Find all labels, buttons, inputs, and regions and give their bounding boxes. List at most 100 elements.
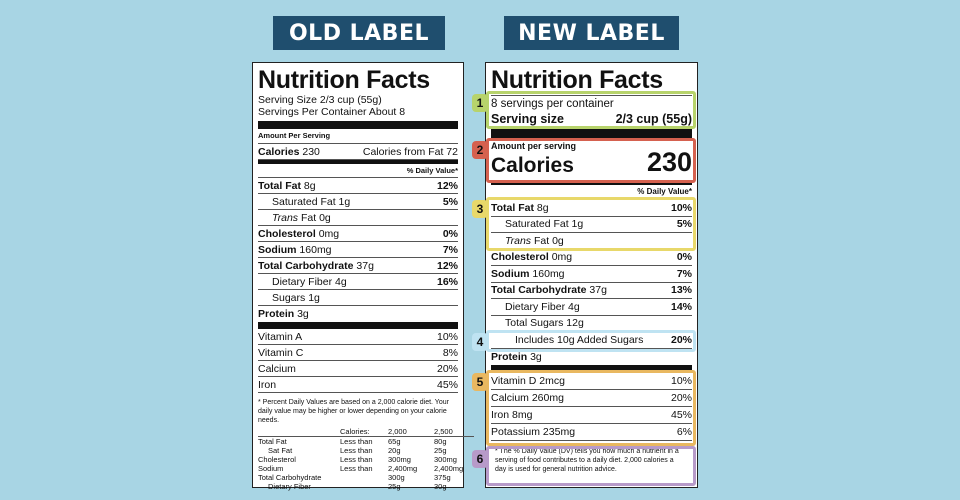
nutrient-amount: 0mg xyxy=(318,227,340,240)
new-serving-size-row: Serving size 2/3 cup (55g) xyxy=(491,111,692,127)
nutrient-amount: Fat 0g xyxy=(300,211,331,224)
nutrient-name-amount: Saturated Fat 1g xyxy=(491,218,583,230)
nutrient-amount: 1g xyxy=(308,291,320,304)
nutrient-amount: 160mg xyxy=(299,243,332,256)
nutrient-name-amount: Trans Fat 0g xyxy=(491,235,564,247)
callout-frame-6 xyxy=(486,446,696,486)
new-nutrient-row: Dietary Fiber 4g 14% xyxy=(491,299,692,316)
callout-number-4: 4 xyxy=(472,333,488,351)
vitamin-daily-value: 20% xyxy=(436,362,458,375)
nutrient-name-amount: Trans Fat 0g xyxy=(258,212,331,224)
old-nutrient-row: Sodium 160mg 7% xyxy=(258,242,458,258)
old-dv-header: % Daily Value* xyxy=(258,164,458,178)
nutrient-name-amount: Total Fat 8g xyxy=(258,180,316,192)
vitamin-daily-value: 45% xyxy=(436,378,458,391)
nutrient-daily-value: 12% xyxy=(436,179,458,192)
nutrient-name: Dietary Fiber xyxy=(505,300,566,313)
old-divider-thick-2 xyxy=(258,322,458,329)
new-label-title: Nutrition Facts xyxy=(491,66,663,94)
new-nutrient-row: Protein 3g xyxy=(491,349,692,366)
callout-number-3: 3 xyxy=(472,200,488,218)
new-vitamin-row: Vitamin D 2mcg 10% xyxy=(491,373,692,390)
nutrient-name: Cholesterol xyxy=(491,251,549,264)
new-label-banner: NEW LABEL xyxy=(504,16,679,50)
nutrient-daily-value: 12% xyxy=(436,259,458,272)
footnote-table-header-cell: Calories: xyxy=(340,427,388,437)
nutrient-amount: 12g xyxy=(566,317,584,330)
vitamin-name: Iron 8mg xyxy=(491,409,533,421)
old-divider-medium xyxy=(258,160,458,164)
old-servings-per-container: Servings Per Container About 8 xyxy=(258,106,406,118)
new-nutrient-list: Total Fat 8g 10% Saturated Fat 1g 5% Trans F… xyxy=(491,200,692,365)
footnote-table-header-cell xyxy=(258,427,340,437)
nutrient-name-amount: Protein 3g xyxy=(491,351,542,363)
nutrient-name-amount: Total Fat 8g xyxy=(491,202,549,214)
new-nutrient-row: Total Fat 8g 10% xyxy=(491,200,692,217)
new-vitamin-row: Iron 8mg 45% xyxy=(491,407,692,424)
vitamin-daily-value: 20% xyxy=(670,392,692,404)
nutrient-name: Trans xyxy=(505,234,532,247)
nutrient-name-amount: Dietary Fiber 4g xyxy=(258,276,347,288)
new-calories-row: Calories 230 xyxy=(491,147,692,178)
nutrient-name: Sugars xyxy=(272,291,306,304)
footnote-table-cell: Cholesterol xyxy=(258,455,296,464)
footnote-table-cell: 2,400mg xyxy=(434,464,464,473)
new-divider-under-title xyxy=(491,95,692,96)
footnote-table-cell: 300g xyxy=(388,473,405,482)
footnote-table-cell xyxy=(340,473,388,482)
old-amount-per-serving: Amount Per Serving xyxy=(258,129,458,144)
new-calories-value: 230 xyxy=(646,147,692,177)
nutrient-name: Protein xyxy=(258,308,295,320)
nutrient-name: Total Carbohydrate xyxy=(258,259,354,272)
footnote-table-cell: 25g xyxy=(434,446,447,455)
footnote-table-cell: 300mg xyxy=(434,455,457,464)
old-vitamin-row: Vitamin A 10% xyxy=(258,329,458,345)
footnote-table-cell: Less than xyxy=(340,446,373,455)
old-nutrient-row: Total Carbohydrate 37g 12% xyxy=(258,258,458,274)
new-divider-thick-2 xyxy=(491,365,692,373)
nutrient-name: Sodium xyxy=(258,243,297,256)
callout-frame-3 xyxy=(486,197,696,251)
old-footnote: * Percent Daily Values are based on a 2,… xyxy=(258,399,449,424)
nutrient-name-amount: Sodium 160mg xyxy=(491,268,565,280)
callout-number-1: 1 xyxy=(472,94,488,112)
old-nutrient-row: Dietary Fiber 4g 16% xyxy=(258,274,458,290)
new-nutrition-label: Nutrition Facts 8 servings per container… xyxy=(485,62,698,488)
nutrient-name: Total Sugars xyxy=(505,317,564,330)
vitamin-daily-value: 10% xyxy=(436,330,458,343)
new-serving-size-label: Serving size xyxy=(491,112,564,126)
nutrient-name-amount: Includes 10g Added Sugars xyxy=(491,334,643,346)
nutrient-daily-value: 5% xyxy=(676,218,692,231)
nutrient-daily-value: 13% xyxy=(670,284,692,297)
footnote-table-cell: Less than xyxy=(340,464,373,473)
nutrient-name-amount: Dietary Fiber 4g xyxy=(491,301,580,313)
vitamin-name: Calcium xyxy=(258,362,296,375)
old-nutrient-row: Saturated Fat 1g 5% xyxy=(258,194,458,210)
new-amount-per-serving: Amount per serving xyxy=(491,141,577,151)
nutrient-name: Cholesterol xyxy=(258,227,316,240)
nutrient-name: Saturated Fat xyxy=(272,195,336,208)
new-serving-size-value: 2/3 cup (55g) xyxy=(615,112,692,126)
footnote-table-cell: Sat Fat xyxy=(268,446,293,455)
new-nutrient-row: Saturated Fat 1g 5% xyxy=(491,217,692,233)
nutrient-name: Dietary Fiber xyxy=(272,275,333,288)
vitamin-name: Potassium 235mg xyxy=(491,426,576,438)
nutrient-name: Saturated Fat xyxy=(505,218,569,231)
nutrient-amount: 3g xyxy=(297,308,309,320)
footnote-table-cell: Less than xyxy=(340,455,373,464)
footnote-table-cell: Total Fat xyxy=(258,437,287,446)
callout-frame-4 xyxy=(486,330,696,352)
nutrient-daily-value: 7% xyxy=(676,267,692,280)
nutrient-name-amount: Total Carbohydrate 37g xyxy=(258,260,374,272)
nutrient-name-amount: Protein 3g xyxy=(258,308,309,320)
old-vitamin-row: Iron 45% xyxy=(258,377,458,393)
footnote-table-header-cell: 2,500 xyxy=(434,427,474,437)
new-divider-thick xyxy=(491,129,692,138)
footnote-table-cell: 80g xyxy=(434,437,447,446)
old-nutrient-row: Protein 3g xyxy=(258,306,458,322)
nutrient-name-amount: Cholesterol 0mg xyxy=(491,251,572,263)
footnote-table-cell: 20g xyxy=(388,446,401,455)
new-vitamin-row: Calcium 260mg 20% xyxy=(491,390,692,407)
nutrient-name: Total Carbohydrate xyxy=(491,284,587,297)
new-servings-per-container: 8 servings per container xyxy=(491,98,614,110)
